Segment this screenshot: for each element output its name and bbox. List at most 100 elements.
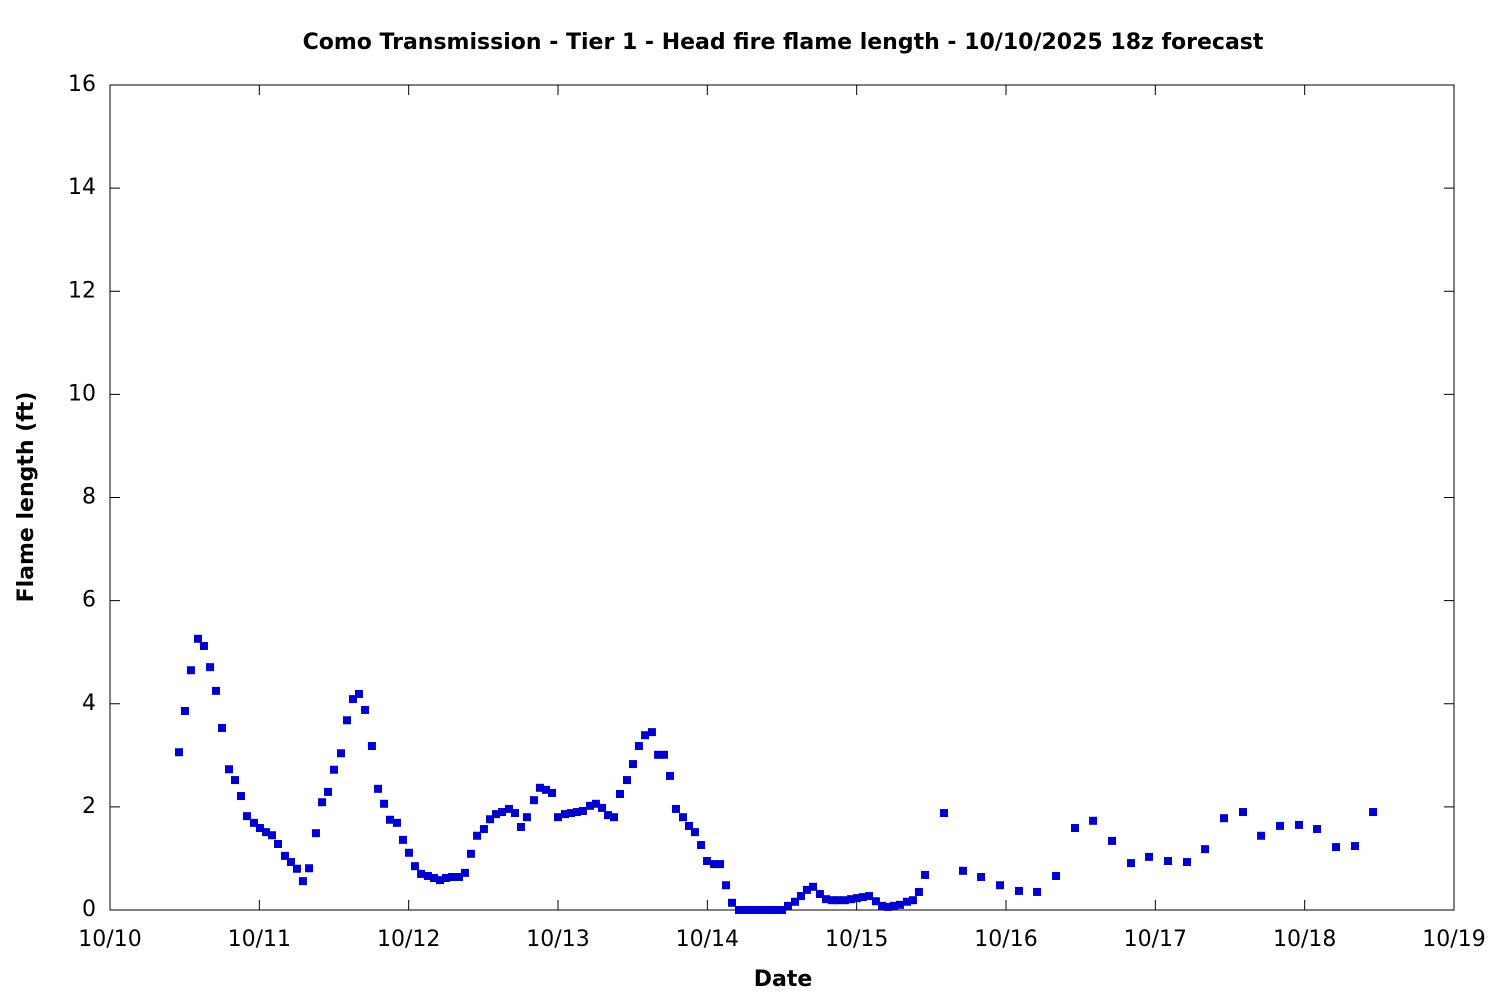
point <box>410 862 419 871</box>
point <box>548 788 557 797</box>
point <box>492 810 501 819</box>
point <box>479 825 488 834</box>
point <box>1126 859 1135 868</box>
point <box>486 815 495 824</box>
point <box>884 902 893 911</box>
point <box>292 864 301 873</box>
point <box>796 892 805 901</box>
point <box>977 873 986 881</box>
y-tick-label: 14 <box>68 175 96 200</box>
point <box>380 799 389 808</box>
point <box>337 749 346 758</box>
point <box>242 812 251 821</box>
point <box>852 894 861 903</box>
point <box>348 695 357 704</box>
point <box>505 804 514 813</box>
point <box>703 857 712 866</box>
point <box>647 728 656 737</box>
point <box>386 815 394 824</box>
point <box>1294 820 1303 829</box>
point <box>1052 871 1061 880</box>
point <box>1332 843 1341 852</box>
y-tick-label: 4 <box>82 691 96 716</box>
point <box>598 803 607 812</box>
point <box>186 666 195 675</box>
point <box>274 840 282 848</box>
point <box>727 898 736 907</box>
y-tick-label: 0 <box>82 897 96 922</box>
point <box>1276 821 1285 830</box>
point <box>890 901 898 910</box>
point <box>535 783 544 792</box>
point <box>871 897 880 906</box>
point <box>561 810 570 819</box>
point <box>1201 845 1210 854</box>
x-tick-label: 10/10 <box>78 927 141 952</box>
point <box>734 906 743 914</box>
y-tick-label: 8 <box>82 485 96 510</box>
point <box>249 818 258 827</box>
point <box>766 906 775 914</box>
point <box>199 642 208 650</box>
point <box>542 785 551 794</box>
point <box>783 901 792 910</box>
point <box>361 705 370 714</box>
point <box>772 906 781 914</box>
x-axis-label: Date <box>754 967 813 992</box>
point <box>914 887 923 896</box>
point <box>634 742 643 751</box>
point <box>473 831 482 840</box>
point <box>1108 836 1117 845</box>
x-tick-label: 10/16 <box>974 927 1037 952</box>
x-tick-label: 10/18 <box>1273 927 1336 952</box>
point <box>1350 842 1359 851</box>
point <box>809 882 818 891</box>
point <box>846 895 855 904</box>
point <box>1182 858 1191 867</box>
point <box>895 900 904 909</box>
chart-title: Como Transmission - Tier 1 - Head fire f… <box>303 30 1264 55</box>
point <box>367 742 376 751</box>
point <box>865 892 874 901</box>
point <box>940 809 949 818</box>
point <box>697 841 706 850</box>
point <box>1313 825 1322 834</box>
point <box>878 901 887 910</box>
point <box>466 849 475 858</box>
point <box>436 876 445 885</box>
y-tick-label: 12 <box>68 278 96 303</box>
point <box>1033 887 1042 896</box>
point <box>522 813 531 822</box>
point <box>660 750 669 759</box>
point <box>684 821 693 830</box>
point <box>591 799 600 808</box>
point <box>822 895 831 904</box>
point <box>342 716 351 725</box>
point <box>716 860 725 869</box>
point <box>298 877 307 886</box>
point <box>398 835 407 844</box>
point <box>996 881 1005 890</box>
point <box>641 731 650 740</box>
y-tick-label: 2 <box>82 794 96 819</box>
point <box>324 787 333 796</box>
point <box>311 829 320 838</box>
point <box>578 807 587 815</box>
point <box>255 824 264 833</box>
point <box>529 796 538 805</box>
point <box>828 896 837 905</box>
point <box>393 818 402 827</box>
point <box>1145 852 1154 861</box>
point <box>622 776 631 785</box>
x-tick-label: 10/14 <box>676 927 739 952</box>
point <box>604 811 613 820</box>
point <box>740 906 749 914</box>
point <box>834 896 842 905</box>
point <box>1369 808 1378 817</box>
point <box>566 809 575 818</box>
point <box>778 906 786 914</box>
point <box>218 723 226 732</box>
point <box>722 881 730 890</box>
point <box>585 801 594 810</box>
